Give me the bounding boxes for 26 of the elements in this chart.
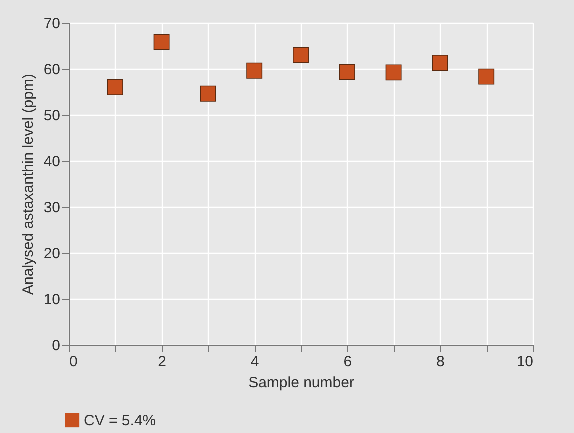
point (339, 64, 356, 80)
y-tick-label: 30 (44, 200, 60, 216)
x-tick-label: 0 (70, 354, 78, 370)
x-tick-label: 8 (436, 354, 445, 370)
y-tick-label: 50 (44, 108, 60, 124)
y-tick-label: 70 (44, 16, 60, 32)
point (200, 86, 216, 102)
point (107, 79, 124, 96)
legend-label: CV = 5.4% (84, 412, 156, 430)
y-axis-title: Analysed astaxanthin level (ppm) (20, 74, 37, 295)
x-tick-label: 6 (344, 354, 352, 370)
y-tick-label: 20 (44, 246, 60, 262)
y-tick-label: 0 (52, 338, 60, 354)
y-tick-label: 60 (44, 62, 60, 78)
point (432, 55, 448, 72)
x-tick-label: 2 (158, 354, 166, 370)
y-tick-label: 40 (44, 154, 60, 170)
point (246, 62, 263, 79)
point (478, 68, 495, 85)
y-tick-label: 10 (44, 292, 60, 308)
point (293, 47, 309, 64)
x-tick-label: 10 (516, 354, 534, 370)
x-tick-label: 4 (250, 354, 260, 370)
x-axis-title: Sample number (248, 374, 354, 392)
point (154, 34, 170, 50)
point (386, 64, 402, 81)
